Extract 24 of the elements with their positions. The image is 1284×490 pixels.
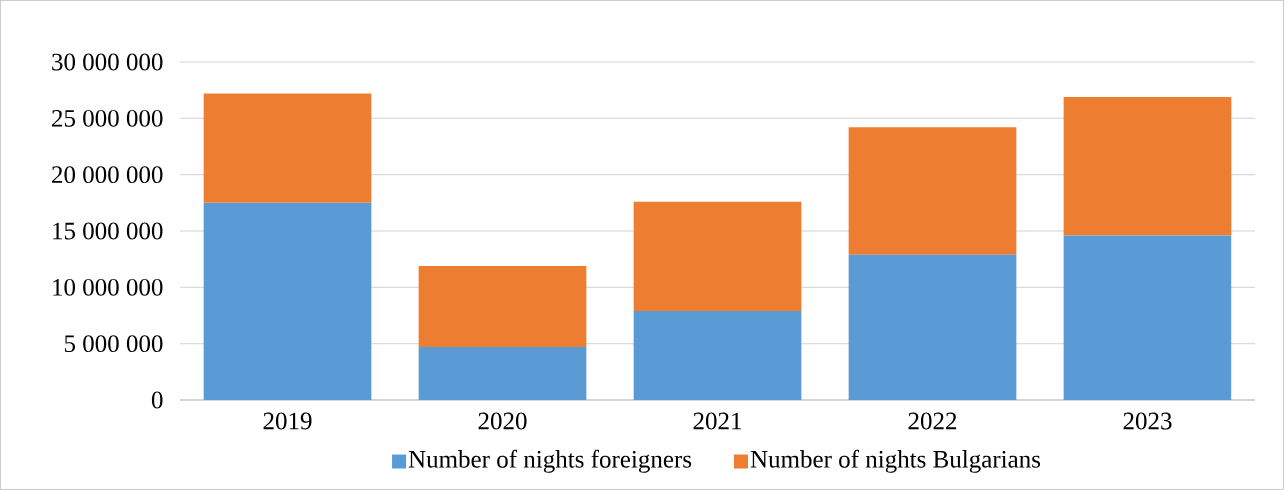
legend-label: Number of nights Bulgarians <box>750 449 1041 473</box>
bar <box>848 127 1017 255</box>
x-tick-label: 2019 <box>263 412 312 430</box>
bar <box>848 254 1017 400</box>
bar <box>633 310 802 400</box>
y-tick-label: 15 000 000 <box>53 222 163 240</box>
x-tick-label: 2023 <box>1123 412 1172 430</box>
y-tick-label: 30 000 000 <box>52 53 163 71</box>
x-tick-label: 2021 <box>693 412 741 430</box>
bar <box>418 347 587 400</box>
y-tick-label: 20 000 000 <box>52 166 163 184</box>
y-tick-label: 25 000 000 <box>52 109 163 127</box>
legend-label: Number of nights foreigners <box>408 449 692 473</box>
bar <box>1063 96 1232 236</box>
y-tick-label: 0 <box>151 391 163 409</box>
bar <box>203 93 372 203</box>
y-tick-label: 10 000 000 <box>53 278 163 296</box>
x-tick-label: 2022 <box>908 412 957 430</box>
bar <box>418 265 587 348</box>
bar <box>203 202 372 400</box>
x-tick-label: 2020 <box>478 412 527 430</box>
y-tick-label: 5 000 000 <box>64 335 163 353</box>
bar <box>1063 235 1232 400</box>
bar <box>633 201 802 311</box>
